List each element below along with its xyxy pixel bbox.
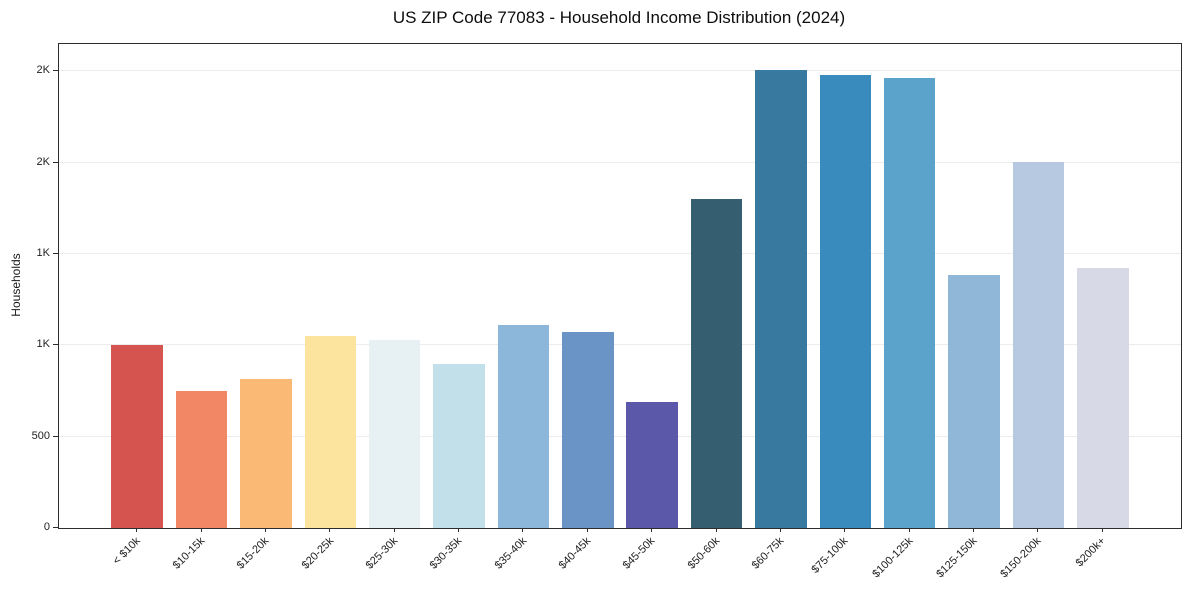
y-tick-label: 0: [43, 521, 50, 533]
bar-$60-75k: [755, 70, 807, 528]
x-tick-mark: [393, 528, 395, 532]
bar-slot: [169, 44, 233, 528]
y-tick-label: 1K: [36, 338, 50, 351]
x-tick-label: $25-30k: [363, 535, 401, 572]
y-tick-mark: [53, 253, 58, 255]
bar-$75-100k: [819, 75, 872, 528]
bar-$10-15k: [175, 391, 228, 528]
bar-slot: [1071, 44, 1135, 528]
bar-< $10k: [111, 345, 163, 528]
y-tick-label: 2K: [36, 64, 50, 77]
x-tick-label: $10-15k: [170, 535, 208, 572]
x-tick-mark: [973, 528, 975, 532]
y-tick-mark: [53, 161, 58, 163]
x-tick-label: $30-35k: [427, 535, 465, 572]
x-tick-label: $125-150k: [934, 535, 980, 581]
bar-$30-35k: [433, 363, 485, 528]
y-tick-mark: [53, 527, 58, 528]
bar-slot: [556, 44, 620, 528]
x-tick-label: $75-100k: [809, 535, 851, 576]
bar-slot: [1006, 44, 1070, 528]
x-tick-mark: [200, 528, 202, 532]
x-axis-labels: < $10k $10-15k $15-20k $20-25k $25-30k $30-35…: [58, 535, 1180, 590]
plot-area: [58, 43, 1182, 529]
bar-slot: [942, 44, 1006, 528]
chart-title: US ZIP Code 77083 - Household Income Dis…: [392, 8, 846, 27]
bar-$100-125k: [883, 77, 936, 528]
gridline: [59, 344, 1181, 346]
x-tick-mark: [586, 528, 588, 532]
x-tick-label: $15-20k: [234, 535, 272, 572]
x-tick-mark: [329, 528, 331, 532]
gridline: [59, 70, 1181, 72]
x-tick-mark: [715, 528, 717, 532]
x-tick-mark: [1101, 528, 1103, 532]
y-tick-label: 500: [31, 429, 50, 442]
bar-$125-150k: [948, 275, 1000, 528]
x-tick-mark: [522, 528, 524, 532]
y-tick-mark: [53, 70, 58, 72]
bar-$50-60k: [690, 199, 743, 528]
x-tick-mark: [908, 528, 910, 532]
x-tick-label: $20-25k: [299, 535, 336, 572]
y-axis-label: Households: [9, 253, 23, 317]
bar-slot: [363, 44, 427, 528]
bar-slot: [620, 44, 684, 528]
y-tick-label: 2K: [36, 155, 50, 168]
bar-slot: [491, 44, 555, 528]
bar-$40-45k: [562, 331, 614, 528]
bar-slot: [427, 44, 491, 528]
x-tick-label: $100-125k: [869, 535, 916, 581]
x-tick-label: $45-50k: [621, 535, 658, 572]
bar-$35-40k: [497, 325, 550, 528]
bar-$150-200k: [1012, 161, 1065, 528]
bar-$200k+: [1077, 267, 1129, 528]
x-tick-mark: [651, 528, 653, 532]
bar-slot: [684, 44, 748, 528]
x-tick-label: $40-45k: [556, 535, 594, 572]
gridline: [59, 253, 1181, 255]
y-tick-mark: [53, 435, 58, 437]
bar-$45-50k: [626, 401, 678, 528]
bar-$20-25k: [304, 336, 357, 528]
bar-slot: [878, 44, 942, 528]
bar-slot: [749, 44, 813, 528]
bars-container: [105, 44, 1135, 528]
x-tick-mark: [264, 528, 266, 532]
x-tick-label: $150-200k: [998, 535, 1044, 581]
bar-$15-20k: [240, 379, 292, 528]
y-tick-label: 1K: [36, 247, 50, 260]
x-tick-mark: [844, 528, 846, 532]
gridline: [59, 435, 1181, 437]
bar-slot: [298, 44, 362, 528]
x-tick-label: $60-75k: [749, 535, 787, 572]
x-tick-mark: [1037, 528, 1039, 532]
x-tick-mark: [779, 528, 781, 532]
y-tick-mark: [53, 344, 58, 346]
bar-slot: [234, 44, 298, 528]
gridline: [59, 161, 1181, 163]
x-tick-label: < $10k: [110, 535, 143, 568]
x-tick-label: $200k+: [1074, 535, 1109, 570]
x-tick-mark: [136, 528, 138, 532]
bar-$25-30k: [368, 339, 421, 528]
x-tick-mark: [458, 528, 460, 532]
x-tick-label: $35-40k: [492, 535, 529, 572]
bar-slot: [813, 44, 877, 528]
bar-slot: [105, 44, 169, 528]
x-tick-label: $50-60k: [685, 535, 723, 572]
